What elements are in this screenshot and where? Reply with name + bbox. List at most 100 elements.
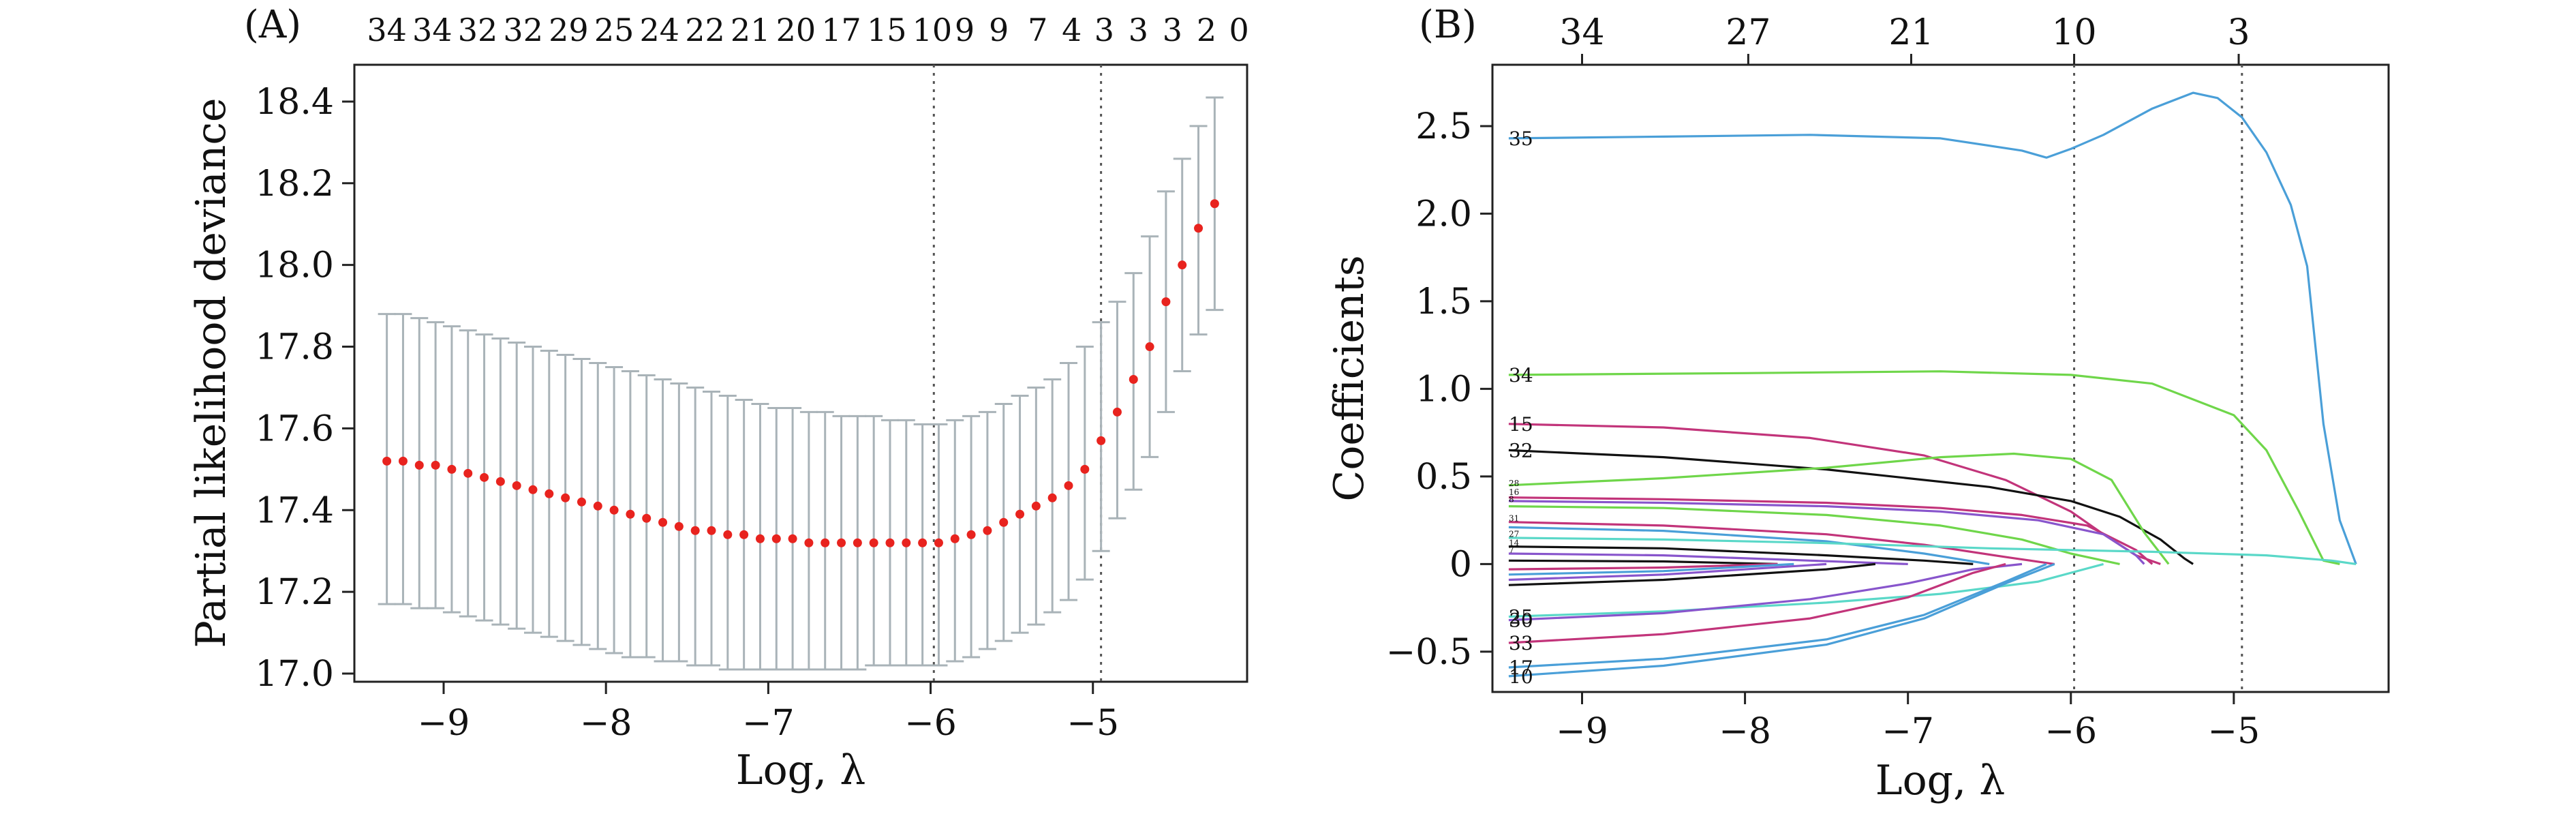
data-point: [771, 534, 781, 543]
coefficient-path: [1508, 91, 2357, 564]
panel-b-x-ticks: −9 −8 −7 −6 −5: [1556, 692, 2260, 752]
x-tick-label: −7: [742, 703, 795, 744]
panel-b-y-ticks: −0.5 0 0.5 1.0 1.5 2.0 2.5: [1386, 106, 1492, 673]
path-label: 25: [1509, 605, 1533, 628]
data-point: [431, 460, 440, 470]
top-axis-label: 3: [1129, 12, 1148, 48]
top-axis-label: 3: [1094, 12, 1114, 48]
y-tick-label: 18.4: [255, 82, 334, 123]
data-point: [983, 526, 992, 535]
data-point: [674, 522, 684, 531]
top-axis-label: 24: [640, 12, 680, 48]
path-label-small: 7: [1509, 545, 1514, 555]
panel-b-y-axis-title: Coefficients: [1325, 255, 1373, 501]
data-point: [1210, 199, 1219, 209]
panel-a-deviance-plot: (A) −9 −8 −7 −6 −5 17.017.217.417.617.818.01…: [187, 3, 1249, 794]
data-point: [1145, 342, 1154, 352]
y-tick-label: 0.5: [1415, 457, 1472, 498]
data-point: [447, 464, 457, 474]
coefficient-path: [1508, 370, 2340, 565]
x-tick-label: −8: [580, 703, 632, 744]
data-point: [512, 481, 521, 490]
coefficient-path: [1508, 559, 1778, 565]
path-label: 32: [1509, 439, 1533, 462]
x-tick-label: −9: [418, 703, 470, 744]
data-point: [398, 456, 408, 466]
coefficient-path: [1508, 545, 1974, 565]
data-point: [561, 493, 570, 502]
y-tick-label: 2.0: [1415, 194, 1472, 235]
coefficient-path: [1508, 562, 1794, 576]
data-point: [723, 530, 733, 539]
coefficient-path: [1508, 562, 2047, 669]
coefficient-path: [1508, 562, 1778, 571]
path-label-small: 28: [1509, 479, 1519, 488]
path-label: 30: [1509, 609, 1533, 632]
top-axis-label: 0: [1229, 12, 1248, 48]
panel-a-label: (A): [244, 3, 301, 47]
coefficient-path: [1508, 562, 1827, 582]
panel-a-top-axis: 34 34 32 32 29 25 24 22 21 20 17 15 10 9 9 7 4 3 3 3 2 0: [367, 12, 1248, 48]
data-point: [934, 538, 943, 547]
data-point: [382, 456, 392, 466]
top-axis-label: 10: [2051, 12, 2096, 53]
data-point: [869, 538, 878, 547]
data-point: [739, 530, 749, 539]
data-point: [609, 505, 619, 515]
y-tick-label: −0.5: [1386, 632, 1472, 673]
x-tick-label: −5: [1067, 703, 1119, 744]
path-label: 34: [1509, 364, 1533, 387]
top-axis-label: 34: [1559, 12, 1604, 53]
panel-a-points: [382, 199, 1219, 547]
path-label-small: 14: [1509, 539, 1520, 548]
top-axis-label: 7: [1028, 12, 1047, 48]
top-axis-label: 32: [458, 12, 498, 48]
top-axis-label: 4: [1062, 12, 1082, 48]
y-tick-label: 0: [1450, 544, 1472, 585]
data-point: [950, 534, 960, 543]
top-axis-label: 27: [1726, 12, 1770, 53]
y-tick-label: 17.8: [255, 327, 334, 368]
coefficient-path: [1508, 452, 2170, 565]
coefficient-path: [1508, 562, 2023, 622]
data-point: [593, 501, 602, 511]
data-point: [804, 538, 814, 547]
data-point: [626, 509, 635, 519]
x-tick-label: −8: [1719, 711, 1771, 752]
y-tick-label: 18.2: [255, 164, 334, 205]
top-axis-label: 20: [776, 12, 816, 48]
coefficient-path: [1508, 505, 2120, 565]
y-tick-label: 18.0: [255, 245, 334, 286]
top-axis-label: 22: [685, 12, 725, 48]
path-label-small: 16: [1509, 487, 1519, 497]
data-point: [528, 485, 538, 494]
coefficient-path: [1508, 562, 2055, 678]
data-point: [577, 497, 586, 507]
panel-a-x-ticks: −9 −8 −7 −6 −5: [418, 682, 1119, 744]
x-tick-label: −6: [2044, 711, 2097, 752]
data-point: [755, 534, 765, 543]
panel-a-y-axis-title: Partial likelihood deviance: [187, 98, 235, 648]
panel-b-vlines: [2073, 65, 2243, 692]
data-point: [1161, 297, 1171, 307]
top-axis-label: 9: [989, 12, 1009, 48]
data-point: [1178, 260, 1187, 270]
coefficient-path: [1508, 496, 2153, 565]
y-tick-label: 17.2: [255, 572, 334, 613]
errorbar: [1075, 346, 1094, 581]
panel-b-frame: [1491, 63, 2390, 693]
top-axis-label: 9: [955, 12, 975, 48]
data-point: [1194, 224, 1203, 233]
data-point: [480, 472, 489, 482]
path-label-small: 31: [1509, 514, 1519, 524]
top-axis-label: 10: [913, 12, 953, 48]
data-point: [1129, 374, 1138, 384]
y-tick-label: 17.4: [255, 490, 334, 531]
data-point: [414, 460, 424, 470]
data-point: [545, 489, 554, 498]
panel-a-errorbars: [378, 96, 1224, 671]
data-point: [821, 538, 830, 547]
panel-a-y-ticks: 17.0 17.2 17.4 17.6 17.8 18.0 18.2 18.4: [255, 82, 354, 695]
